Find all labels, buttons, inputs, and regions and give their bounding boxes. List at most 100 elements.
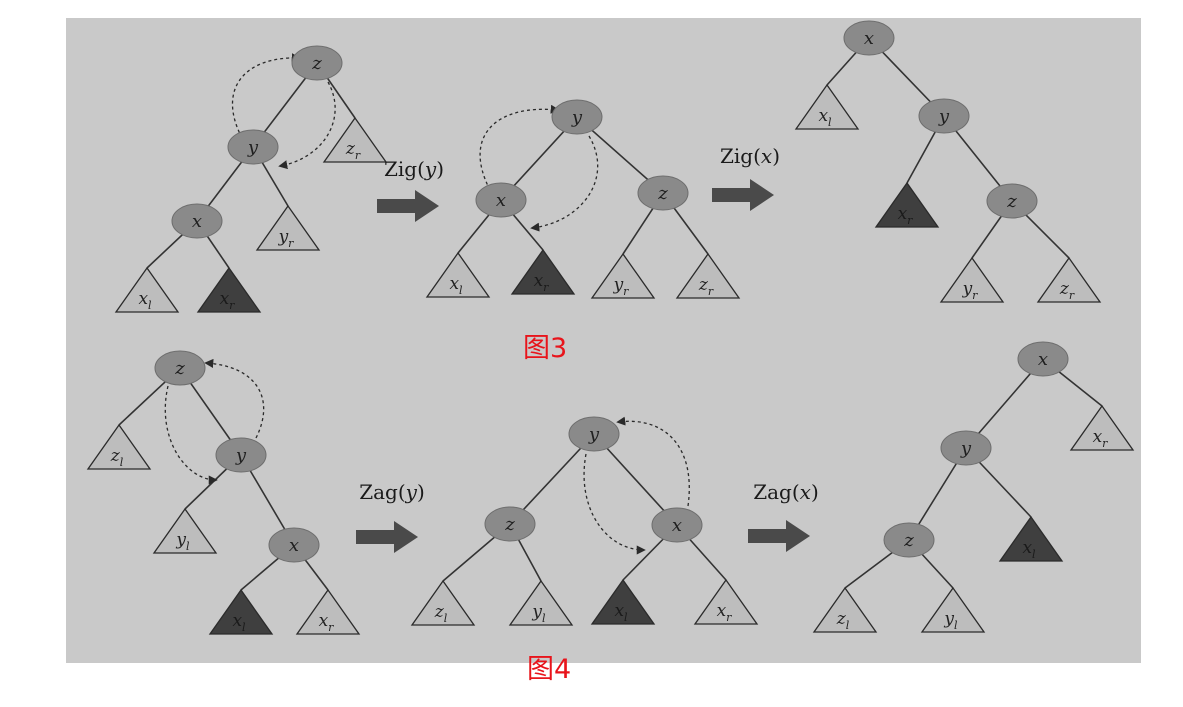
svg-text:z: z — [174, 358, 185, 379]
svg-text:x: x — [1038, 349, 1048, 370]
subtree-x-l: xl — [208, 588, 274, 635]
svg-text:zr: zr — [1059, 279, 1075, 302]
svg-text:x: x — [289, 535, 299, 556]
step-label: Zag(y) — [359, 480, 425, 504]
svg-text:yl: yl — [943, 609, 958, 632]
svg-text:y: y — [235, 445, 247, 466]
subtree-x-r: xr — [874, 181, 940, 228]
node-z: z — [154, 350, 206, 386]
rotation-curve — [616, 416, 690, 507]
svg-text:yl: yl — [531, 602, 546, 625]
rotation-curve — [164, 385, 218, 485]
svg-text:x: x — [496, 190, 506, 211]
svg-text:xl: xl — [1022, 538, 1036, 561]
subtree-y-r: yr — [255, 204, 321, 251]
subtree-x-l: xl — [998, 515, 1064, 562]
rotation-curve — [278, 81, 336, 170]
svg-text:z: z — [1006, 191, 1017, 212]
step-arrow — [356, 521, 418, 553]
svg-text:y: y — [588, 424, 600, 445]
node-x: x — [1017, 341, 1069, 377]
node-y: y — [551, 99, 603, 135]
svg-text:y: y — [960, 438, 972, 459]
paper-background — [66, 18, 1141, 663]
svg-text:zl: zl — [434, 602, 448, 625]
svg-text:yr: yr — [278, 227, 295, 250]
node-y: y — [918, 98, 970, 134]
svg-text:xl: xl — [614, 601, 628, 624]
svg-text:xr: xr — [534, 271, 550, 294]
figure-4-caption: 图4 — [527, 654, 572, 685]
node-y: y — [215, 437, 267, 473]
subtree-x-r: xr — [693, 578, 759, 625]
step-label: Zig(y) — [384, 157, 444, 181]
rotation-curve — [204, 358, 265, 439]
subtree-z-r: zr — [675, 252, 741, 299]
subtree-x-r: xr — [1069, 404, 1135, 451]
svg-text:zl: zl — [110, 446, 124, 469]
step-arrow — [748, 520, 810, 552]
node-x: x — [475, 182, 527, 218]
subtree-z-l: zl — [812, 586, 878, 633]
node-x: x — [171, 203, 223, 239]
subtree-x-l: xl — [114, 266, 180, 313]
svg-text:zr: zr — [345, 139, 361, 162]
step-labels: Zig(y) Zig(x) Zag(y) Zag(x) — [359, 144, 819, 504]
subtree-z-r: zr — [322, 116, 388, 163]
node-x: x — [843, 20, 895, 56]
rotation-curve — [583, 453, 646, 555]
node-z: z — [637, 175, 689, 211]
node-y: y — [227, 129, 279, 165]
svg-text:z: z — [657, 183, 668, 204]
rotation-curve — [479, 104, 560, 191]
node-y: y — [940, 430, 992, 466]
step-arrow — [377, 190, 439, 222]
subtree-y-l: yl — [920, 586, 986, 633]
svg-text:y: y — [247, 137, 259, 158]
svg-text:x: x — [672, 515, 682, 536]
node-z: z — [986, 183, 1038, 219]
svg-text:xl: xl — [818, 106, 832, 129]
svg-text:xr: xr — [898, 204, 914, 227]
figure-3-caption: 图3 — [523, 333, 568, 364]
subtree-y-r: yr — [939, 256, 1005, 303]
svg-text:y: y — [571, 107, 583, 128]
svg-text:zr: zr — [698, 275, 714, 298]
rotation-curve — [530, 135, 599, 232]
subtrees: zr yr xl xr xl xr yr zr xl xr yr zr zl yl xl xr zl yl xl xr… — [86, 83, 1135, 635]
tree-edge — [509, 433, 595, 525]
svg-text:z: z — [504, 514, 515, 535]
svg-text:xr: xr — [319, 611, 335, 634]
rotation-curves — [164, 53, 690, 555]
step-label: Zag(x) — [753, 480, 819, 504]
step-arrows — [356, 179, 810, 553]
svg-text:xr: xr — [1093, 427, 1109, 450]
node-z: z — [291, 45, 343, 81]
subtree-y-l: yl — [508, 579, 574, 626]
node-y: y — [568, 416, 620, 452]
splay-rotation-diagram: zr yr xl xr xl xr yr zr xl xr yr zr zl yl xl xr zl yl xl xr… — [66, 18, 1141, 663]
svg-text:yl: yl — [175, 530, 190, 553]
subtree-y-l: yl — [152, 507, 218, 554]
step-arrow — [712, 179, 774, 211]
node-z: z — [484, 506, 536, 542]
svg-text:z: z — [903, 530, 914, 551]
svg-text:yr: yr — [962, 279, 979, 302]
subtree-x-l: xl — [590, 578, 656, 625]
svg-text:xr: xr — [717, 601, 733, 624]
svg-text:xl: xl — [449, 274, 463, 297]
subtree-y-r: yr — [590, 252, 656, 299]
svg-text:xr: xr — [220, 289, 236, 312]
svg-text:xl: xl — [138, 289, 152, 312]
subtree-x-l: xl — [425, 251, 491, 298]
subtree-x-r: xr — [295, 588, 361, 635]
tree-nodes: z y x y x z x y z z y x y z x x y z — [154, 20, 1069, 563]
svg-text:z: z — [311, 53, 322, 74]
svg-text:yr: yr — [613, 275, 630, 298]
step-label: Zig(x) — [720, 144, 780, 168]
subtree-x-r: xr — [510, 248, 576, 295]
node-x: x — [268, 527, 320, 563]
subtree-x-l: xl — [794, 83, 860, 130]
subtree-z-r: zr — [1036, 256, 1102, 303]
rotation-curve — [231, 53, 301, 139]
